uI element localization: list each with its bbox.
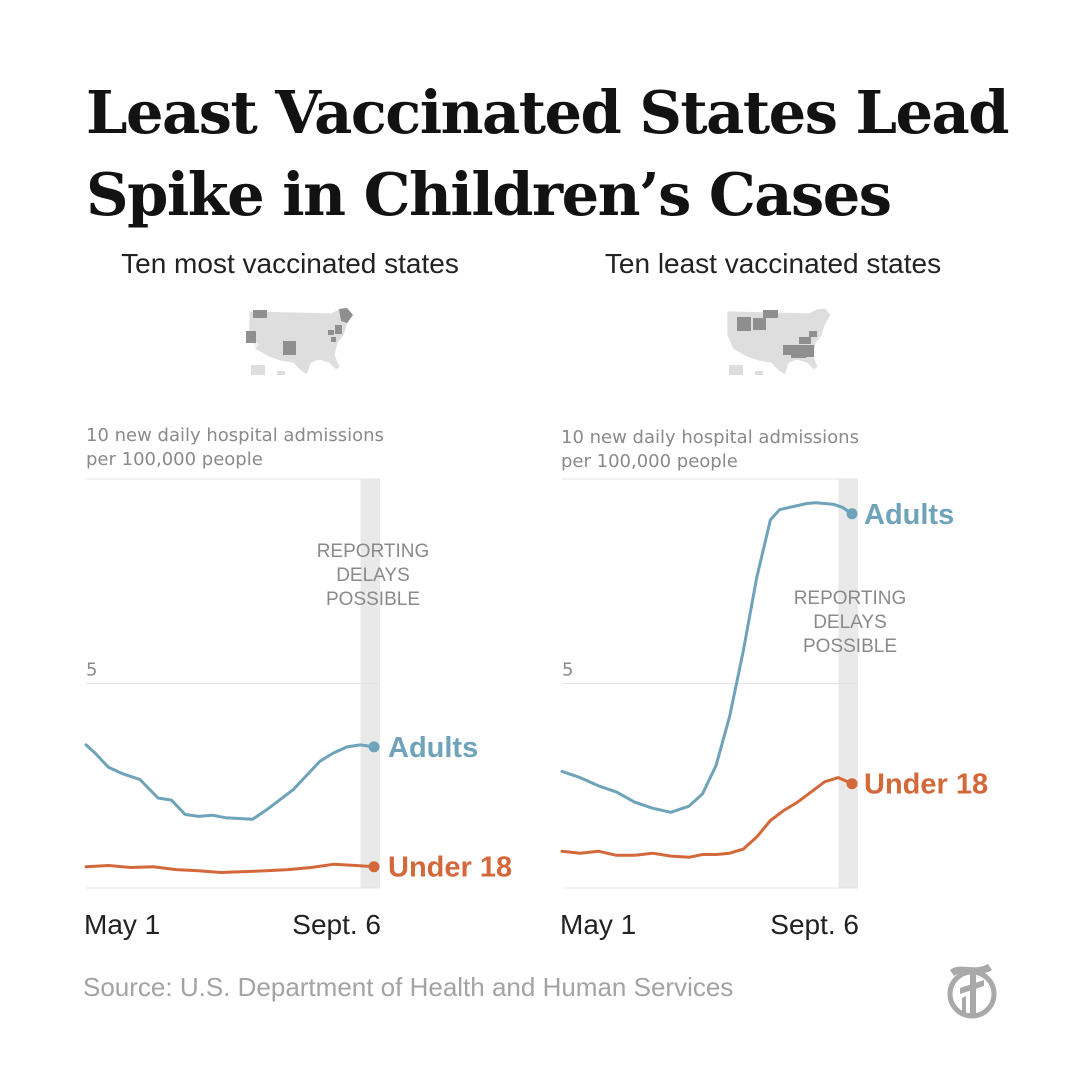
series-end-point [846, 778, 858, 790]
y-axis-label-least: 10 new daily hospital admissions per 100… [561, 427, 859, 472]
reporting-delay-label: DELAYS [813, 612, 887, 633]
series-line-under-18 [560, 776, 854, 859]
reporting-delay-label: DELAYS [336, 565, 410, 586]
reporting-delay-label: REPORTING [317, 541, 430, 562]
reporting-delay-label: POSSIBLE [326, 589, 420, 610]
nyt-logo-icon [947, 964, 997, 1019]
series-end-point [368, 861, 380, 873]
panel-title-most: Ten most vaccinated states [121, 248, 459, 279]
x-tick-label: Sept. 6 [292, 909, 381, 940]
reporting-delay-label: REPORTING [794, 588, 907, 609]
series-label: Adults [864, 499, 954, 531]
x-tick-label: Sept. 6 [770, 909, 859, 940]
series-end-point [846, 508, 858, 520]
series-line-adults [560, 501, 854, 814]
us-map-icon [246, 307, 354, 376]
y-tick-label: 5 [86, 660, 97, 681]
chart-title: Least Vaccinated States Lead Spike in Ch… [86, 78, 1009, 229]
chart-panel-least: 5 REPORTING DELAYS POSSIBLE Adults Under 18 Ma… [560, 478, 988, 940]
y-axis-label-most: 10 new daily hospital admissions per 100… [86, 425, 384, 470]
y-tick-label: 5 [562, 660, 573, 681]
series-line-under-18 [84, 862, 376, 874]
source-note: Source: U.S. Department of Health and Hu… [83, 972, 734, 1002]
reporting-delay-label: POSSIBLE [803, 636, 897, 657]
panel-title-least: Ten least vaccinated states [604, 248, 942, 279]
series-label: Adults [388, 732, 478, 764]
x-tick-label: May 1 [560, 909, 636, 940]
x-tick-label: May 1 [84, 909, 160, 940]
us-map-icon [726, 307, 832, 376]
series-end-point [368, 741, 380, 753]
series-label: Under 18 [864, 769, 988, 801]
series-label: Under 18 [388, 852, 512, 884]
series-line-adults [84, 743, 376, 821]
chart-panel-most: 5 REPORTING DELAYS POSSIBLE Adults Under 18 Ma… [84, 478, 512, 940]
